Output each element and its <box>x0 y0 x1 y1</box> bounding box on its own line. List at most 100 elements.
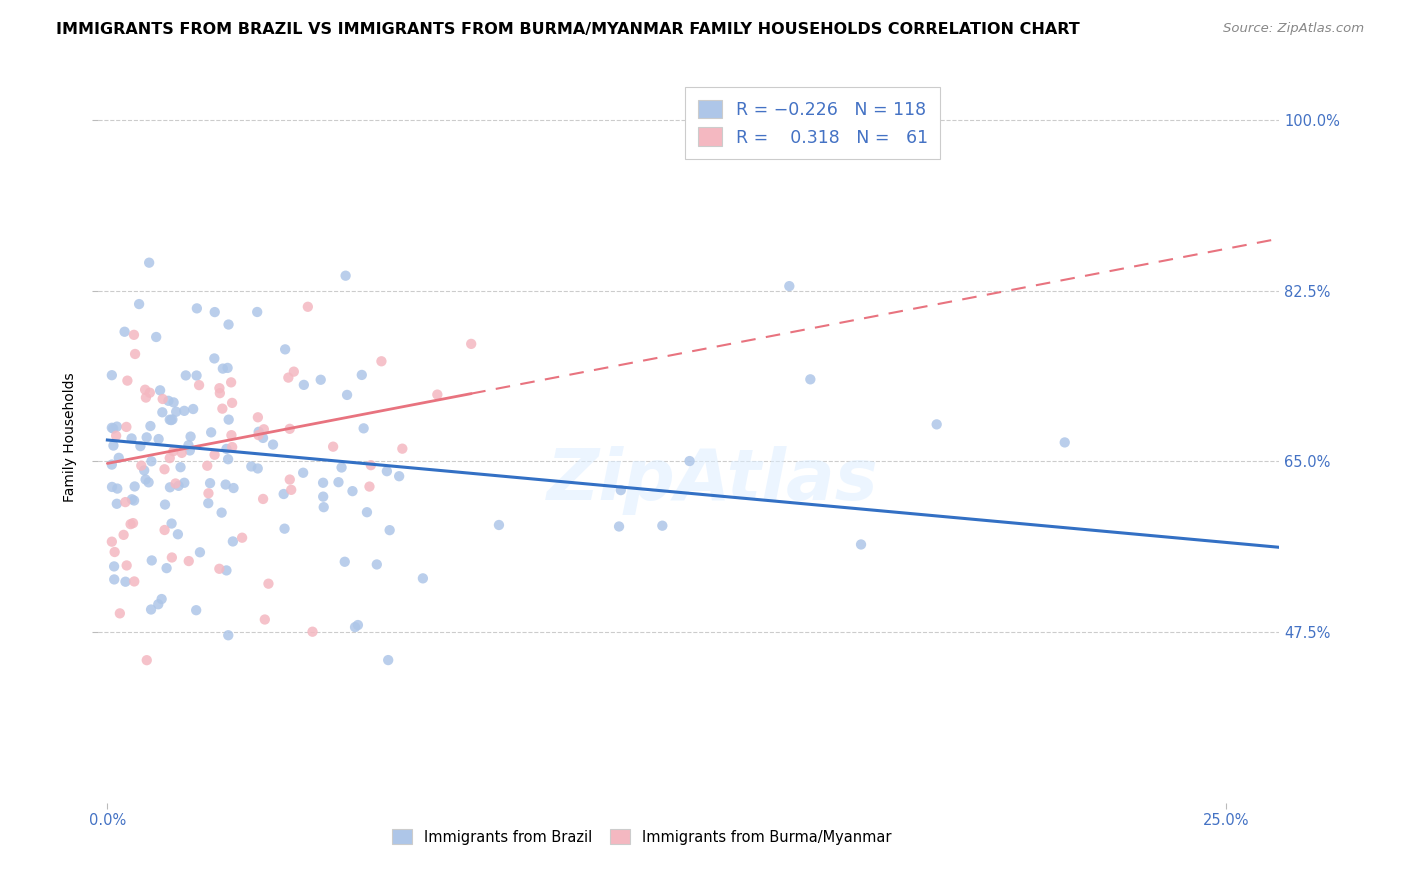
Point <box>145 330 167 344</box>
Point <box>108 607 131 621</box>
Point <box>219 376 242 390</box>
Point <box>112 528 135 542</box>
Point <box>115 558 138 573</box>
Point <box>135 391 157 405</box>
Point <box>283 365 305 379</box>
Point <box>128 297 150 311</box>
Point <box>162 444 184 458</box>
Point <box>333 555 356 569</box>
Point <box>135 430 157 444</box>
Point <box>278 473 301 487</box>
Point <box>344 620 367 634</box>
Point <box>139 602 162 616</box>
Point <box>370 354 392 368</box>
Point <box>215 442 238 456</box>
Point <box>105 419 128 434</box>
Point <box>246 410 269 425</box>
Point <box>297 300 319 314</box>
Point <box>122 574 145 589</box>
Point <box>678 454 700 468</box>
Point <box>101 534 124 549</box>
Point <box>309 373 332 387</box>
Point <box>139 385 162 400</box>
Point <box>208 381 231 395</box>
Point <box>103 439 125 453</box>
Point <box>101 480 124 494</box>
Point <box>148 597 170 611</box>
Point <box>925 417 948 432</box>
Point <box>273 487 295 501</box>
Point <box>208 386 231 401</box>
Point <box>122 327 145 342</box>
Point <box>336 388 359 402</box>
Point <box>105 497 128 511</box>
Point <box>231 531 253 545</box>
Point <box>104 545 127 559</box>
Legend: Immigrants from Brazil, Immigrants from Burma/Myanmar: Immigrants from Brazil, Immigrants from … <box>387 823 897 850</box>
Point <box>356 505 378 519</box>
Point <box>186 301 208 316</box>
Point <box>388 469 411 483</box>
Point <box>221 440 243 454</box>
Point <box>240 459 263 474</box>
Point <box>274 343 297 357</box>
Point <box>347 618 370 632</box>
Point <box>122 493 145 508</box>
Point <box>141 553 163 567</box>
Point <box>129 439 152 453</box>
Point <box>253 422 276 436</box>
Point <box>1053 435 1076 450</box>
Point <box>160 413 183 427</box>
Point <box>138 475 160 490</box>
Point <box>799 372 821 386</box>
Point <box>173 404 195 418</box>
Point <box>134 463 156 477</box>
Point <box>607 519 630 533</box>
Point <box>174 368 197 383</box>
Point <box>103 573 125 587</box>
Point <box>181 402 204 417</box>
Point <box>202 351 225 366</box>
Point <box>651 518 673 533</box>
Point <box>247 428 270 442</box>
Point <box>188 545 211 559</box>
Point <box>121 492 143 507</box>
Point <box>350 368 373 382</box>
Point <box>159 412 181 426</box>
Point <box>186 603 208 617</box>
Point <box>114 495 136 509</box>
Point <box>134 383 156 397</box>
Point <box>778 279 800 293</box>
Point <box>488 518 510 533</box>
Point <box>328 475 350 490</box>
Point <box>188 378 211 392</box>
Y-axis label: Family Households: Family Households <box>63 372 77 502</box>
Point <box>312 475 335 490</box>
Point <box>155 561 177 575</box>
Point <box>214 477 236 491</box>
Point <box>335 268 357 283</box>
Point <box>218 412 240 426</box>
Point <box>150 592 173 607</box>
Point <box>217 452 239 467</box>
Point <box>252 431 274 445</box>
Point <box>218 318 240 332</box>
Point <box>277 370 299 384</box>
Point <box>208 562 231 576</box>
Point <box>159 480 181 494</box>
Point <box>159 451 181 466</box>
Point <box>105 428 128 442</box>
Point <box>217 628 239 642</box>
Point <box>165 476 187 491</box>
Point <box>157 393 180 408</box>
Point <box>198 476 221 491</box>
Point <box>101 458 124 472</box>
Point <box>107 450 129 465</box>
Point <box>160 550 183 565</box>
Point <box>138 255 160 269</box>
Point <box>204 305 226 319</box>
Point <box>148 432 170 446</box>
Point <box>353 421 375 435</box>
Point <box>167 479 190 493</box>
Point <box>412 571 434 585</box>
